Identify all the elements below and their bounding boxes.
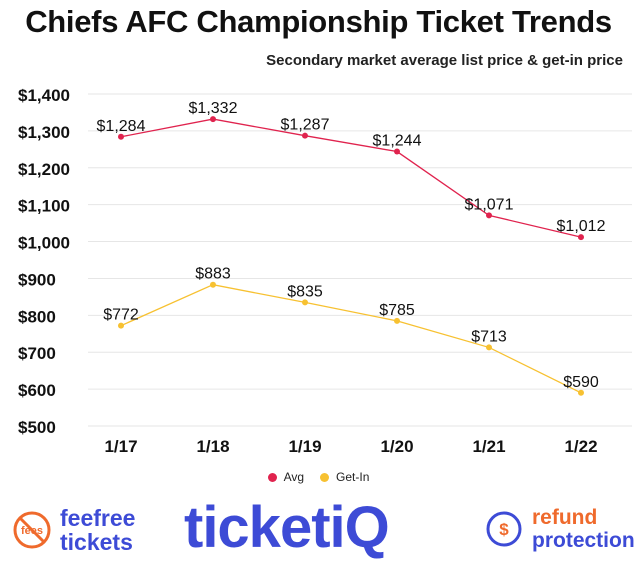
data-point-get-in	[302, 299, 308, 306]
refund-line2: protection	[532, 529, 635, 552]
y-tick-label: $800	[18, 307, 56, 326]
data-label-get-in: $835	[287, 283, 323, 300]
x-tick-label: 1/19	[288, 437, 321, 456]
refund-line1: refund	[532, 506, 598, 529]
legend-label-avg: Avg	[283, 470, 305, 484]
data-label-avg: $1,071	[465, 196, 514, 213]
data-label-avg: $1,244	[373, 133, 422, 150]
data-point-avg	[486, 212, 492, 219]
data-point-get-in	[394, 317, 400, 324]
data-label-get-in: $713	[471, 328, 507, 345]
data-label-get-in: $590	[563, 374, 599, 391]
series-line-get-in	[120, 284, 582, 394]
line-chart: $500 $600 $700 $800 $900 $1,000 $1,100 $1,200 $1…	[18, 86, 632, 456]
refund-badge-text: $	[499, 520, 509, 539]
y-tick-label: $500	[18, 418, 56, 437]
data-point-avg	[578, 234, 584, 241]
legend-item-get-in[interactable]: Get-In	[320, 470, 369, 484]
data-label-avg: $1,332	[189, 100, 238, 117]
y-tick-label: $600	[18, 381, 56, 400]
feefree-line2: tickets	[60, 529, 133, 555]
chart-legend: Avg Get-In	[0, 470, 637, 484]
no-fees-icon: fees	[13, 511, 51, 549]
x-tick-label: 1/22	[564, 437, 597, 456]
data-label-get-in: $883	[195, 266, 231, 283]
legend-item-avg[interactable]: Avg	[267, 470, 305, 484]
x-tick-label: 1/21	[472, 437, 505, 456]
x-tick-label: 1/20	[380, 437, 413, 456]
data-point-avg	[302, 132, 308, 139]
data-point-avg	[210, 116, 216, 123]
feefree-line1: feefree	[60, 505, 136, 531]
y-tick-label: $900	[18, 270, 56, 289]
y-tick-label: $1,000	[18, 234, 70, 253]
legend-dot-get-in	[320, 472, 330, 482]
chart-subtitle: Secondary market average list price & ge…	[266, 52, 623, 69]
fees-badge-text: fees	[21, 525, 43, 537]
data-point-get-in	[118, 322, 124, 329]
data-label-avg: $1,287	[281, 117, 330, 134]
y-tick-label: $1,200	[18, 160, 70, 179]
y-tick-label: $1,100	[18, 197, 70, 216]
y-tick-label: $700	[18, 344, 56, 363]
legend-label-get-in: Get-In	[336, 470, 370, 484]
legend-dot-avg	[267, 472, 277, 482]
x-tick-label: 1/17	[104, 437, 137, 456]
chart-title: Chiefs AFC Championship Ticket Trends	[25, 4, 612, 39]
data-label-get-in: $785	[379, 302, 415, 319]
series-line-avg	[120, 118, 582, 238]
feefree-tickets-logo: fees feefree tickets	[12, 506, 135, 554]
data-label-avg: $1,012	[557, 218, 606, 235]
refund-icon: $	[486, 511, 522, 547]
y-tick-label: $1,400	[18, 86, 70, 105]
refund-protection-logo: $ refund protection	[484, 506, 635, 552]
data-point-avg	[394, 148, 400, 155]
data-point-get-in	[210, 281, 216, 288]
y-tick-label: $1,300	[18, 123, 70, 142]
data-point-get-in	[486, 344, 492, 351]
data-label-get-in: $772	[103, 307, 139, 324]
footer-logos: fees feefree tickets ticketiQ $ refund p…	[0, 492, 637, 566]
data-point-get-in	[578, 389, 584, 396]
x-tick-label: 1/18	[196, 437, 229, 456]
data-label-avg: $1,284	[97, 118, 146, 135]
data-point-avg	[118, 133, 124, 140]
ticketiq-logo: ticketiQ	[184, 495, 390, 560]
